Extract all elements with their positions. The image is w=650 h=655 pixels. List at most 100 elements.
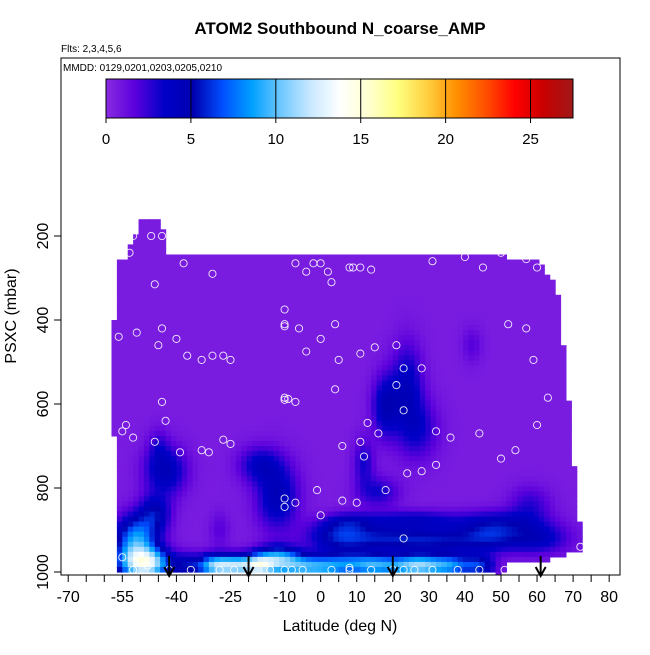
heatmap-cell	[300, 254, 307, 261]
heatmap-cell	[463, 531, 470, 538]
heatmap-cell	[192, 410, 199, 417]
heatmap-cell	[306, 451, 313, 457]
heatmap-cell	[311, 461, 318, 467]
heatmap-cell	[430, 506, 437, 513]
heatmap-cell	[143, 380, 150, 387]
heatmap-cell	[203, 511, 210, 518]
heatmap-cell	[268, 446, 275, 452]
heatmap-cell	[306, 506, 313, 513]
heatmap-cell	[252, 486, 259, 492]
heatmap-cell	[333, 340, 340, 346]
heatmap-cell	[360, 516, 367, 523]
heatmap-cell	[116, 516, 123, 523]
heatmap-cell	[306, 269, 313, 276]
heatmap-cell	[533, 289, 540, 296]
heatmap-cell	[273, 279, 280, 286]
heatmap-cell	[192, 289, 199, 296]
heatmap-cell	[187, 335, 194, 341]
heatmap-cell	[300, 420, 307, 427]
heatmap-cell	[208, 345, 215, 351]
heatmap-cell	[143, 451, 150, 457]
heatmap-cell	[322, 425, 329, 432]
heatmap-cell	[133, 516, 140, 523]
heatmap-cell	[533, 360, 540, 366]
heatmap-cell	[344, 491, 351, 497]
heatmap-cell	[398, 294, 405, 301]
heatmap-cell	[160, 239, 167, 245]
heatmap-cell	[376, 284, 383, 291]
heatmap-cell	[284, 289, 291, 296]
heatmap-cell	[203, 259, 210, 266]
heatmap-cell	[143, 415, 150, 422]
heatmap-cell	[354, 350, 361, 356]
heatmap-cell	[376, 330, 383, 336]
heatmap-cell	[436, 289, 443, 296]
heatmap-cell	[235, 471, 242, 477]
heatmap-cell	[219, 370, 226, 377]
heatmap-cell	[235, 350, 242, 356]
heatmap-cell	[360, 279, 367, 286]
heatmap-cell	[295, 365, 302, 371]
heatmap-cell	[225, 259, 232, 266]
heatmap-cell	[333, 400, 340, 407]
heatmap-cell	[419, 531, 426, 538]
heatmap-cell	[387, 264, 394, 271]
heatmap-cell	[376, 486, 383, 492]
heatmap-cell	[344, 496, 351, 503]
heatmap-cell	[430, 556, 437, 563]
heatmap-cell	[181, 491, 188, 497]
heatmap-cell	[511, 556, 518, 563]
heatmap-cell	[208, 466, 215, 472]
heatmap-cell	[387, 390, 394, 397]
heatmap-cell	[327, 471, 334, 477]
heatmap-cell	[479, 309, 486, 316]
heatmap-cell	[317, 335, 324, 341]
heatmap-cell	[192, 415, 199, 422]
heatmap-cell	[214, 370, 221, 377]
heatmap-cell	[398, 314, 405, 321]
heatmap-cell	[235, 501, 242, 508]
heatmap-cell	[306, 420, 313, 427]
heatmap-cell	[203, 284, 210, 291]
heatmap-cell	[273, 471, 280, 477]
heatmap-cell	[446, 466, 453, 472]
heatmap-cell	[171, 446, 178, 452]
heatmap-cell	[360, 425, 367, 432]
heatmap-cell	[365, 385, 372, 392]
heatmap-cell	[181, 511, 188, 518]
heatmap-cell	[457, 360, 464, 366]
heatmap-cell	[360, 360, 367, 366]
heatmap-cell	[295, 259, 302, 266]
heatmap-cell	[322, 330, 329, 336]
heatmap-cell	[149, 556, 156, 563]
heatmap-cell	[436, 420, 443, 427]
heatmap-cell	[300, 375, 307, 382]
heatmap-cell	[338, 365, 345, 371]
heatmap-cell	[149, 294, 156, 301]
heatmap-cell	[468, 345, 475, 351]
heatmap-cell	[279, 551, 286, 558]
heatmap-cell	[349, 259, 356, 266]
heatmap-cell	[365, 304, 372, 311]
heatmap-cell	[187, 390, 194, 397]
heatmap-cell	[436, 516, 443, 523]
heatmap-cell	[122, 471, 129, 477]
heatmap-cell	[230, 425, 237, 432]
heatmap-cell	[403, 521, 410, 528]
heatmap-cell	[279, 536, 286, 543]
heatmap-cell	[133, 486, 140, 492]
heatmap-cell	[419, 440, 426, 447]
heatmap-cell	[473, 294, 480, 301]
heatmap-cell	[349, 309, 356, 316]
heatmap-cell	[257, 410, 264, 417]
heatmap-cell	[317, 289, 324, 296]
heatmap-cell	[290, 395, 297, 402]
heatmap-cell	[122, 264, 129, 271]
heatmap-cell	[338, 471, 345, 477]
heatmap-cell	[127, 340, 134, 346]
heatmap-cell	[262, 355, 269, 361]
heatmap-cell	[490, 320, 497, 326]
heatmap-cell	[257, 451, 264, 457]
heatmap-cell	[452, 491, 459, 497]
heatmap-cell	[387, 466, 394, 472]
